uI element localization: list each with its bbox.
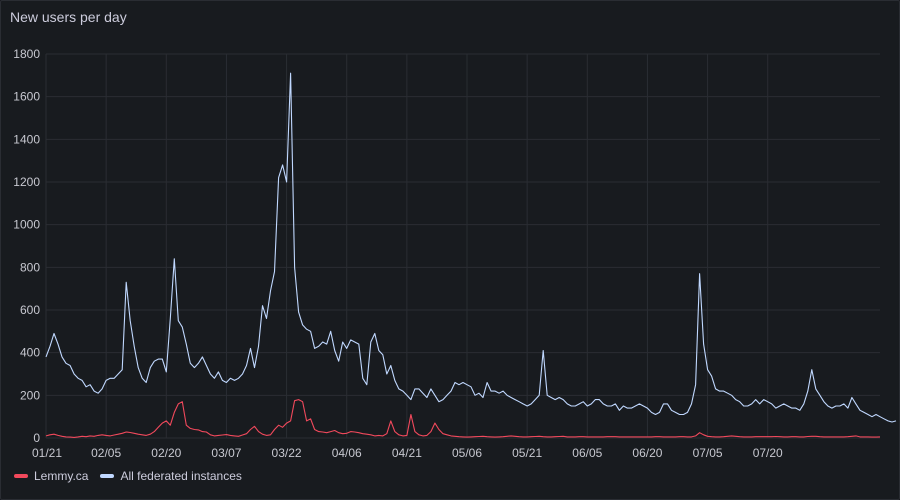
y-tick-label: 1000 [13, 218, 40, 232]
x-tick-label: 01/21 [32, 446, 62, 460]
legend-item-lemmy[interactable]: Lemmy.ca [14, 469, 88, 483]
x-tick-label: 06/20 [632, 446, 662, 460]
legend-item-federated[interactable]: All federated instances [100, 469, 242, 483]
x-tick-label: 03/22 [272, 446, 302, 460]
y-tick-label: 1600 [13, 90, 40, 104]
legend-swatch-federated [100, 474, 115, 478]
x-tick-label: 02/05 [91, 446, 121, 460]
series-line-lemmy[interactable] [45, 399, 881, 438]
legend: Lemmy.ca All federated instances [14, 469, 242, 483]
x-tick-label: 06/05 [572, 446, 602, 460]
y-tick-label: 600 [20, 303, 40, 317]
legend-label-lemmy: Lemmy.ca [34, 469, 89, 483]
x-tick-label: 07/20 [753, 446, 783, 460]
x-tick-label: 07/05 [693, 446, 723, 460]
panel-title: New users per day [10, 9, 127, 25]
x-tick-label: 05/21 [512, 446, 542, 460]
y-tick-label: 1800 [13, 47, 40, 61]
y-tick-label: 200 [20, 388, 40, 402]
x-tick-label: 03/07 [211, 446, 241, 460]
y-tick-label: 1200 [13, 175, 40, 189]
x-tick-label: 04/06 [332, 446, 362, 460]
y-tick-label: 0 [33, 431, 40, 445]
y-tick-label: 1400 [13, 132, 40, 146]
legend-label-federated: All federated instances [120, 469, 242, 483]
legend-swatch-lemmy [14, 474, 28, 478]
y-tick-label: 800 [20, 260, 40, 274]
y-tick-label: 400 [20, 346, 40, 360]
series-line-federated[interactable] [45, 72, 897, 423]
x-tick-label: 02/20 [151, 446, 181, 460]
x-tick-label: 04/21 [392, 446, 422, 460]
x-tick-label: 05/06 [452, 446, 482, 460]
